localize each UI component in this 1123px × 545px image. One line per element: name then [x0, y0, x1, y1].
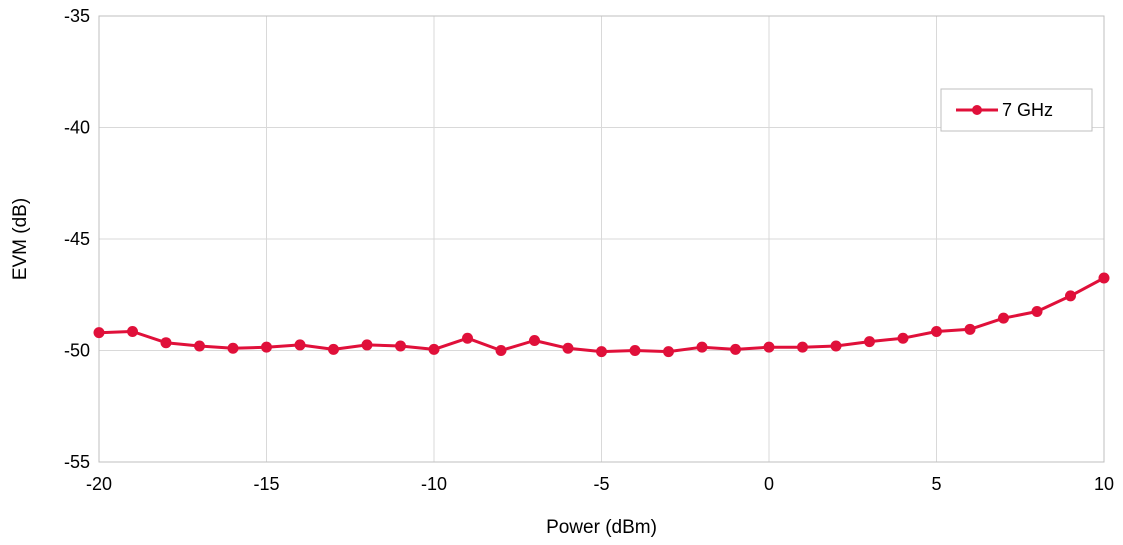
x-tick-label: 5 [931, 474, 941, 494]
data-point [964, 323, 976, 335]
data-point [328, 343, 339, 355]
x-tick-label: 0 [764, 474, 774, 494]
data-point [797, 341, 808, 353]
data-point [227, 342, 239, 354]
x-tick-label: -15 [253, 474, 279, 494]
data-point [562, 342, 574, 354]
y-axis-ticks: -35 -40 -45 -50 -55 [64, 6, 90, 472]
y-tick-label: -50 [64, 341, 90, 361]
series-layer [93, 272, 1110, 358]
data-point [998, 312, 1009, 324]
data-point [864, 336, 875, 348]
legend-marker-swatch [972, 105, 982, 115]
data-point [529, 334, 540, 346]
data-point [160, 337, 172, 349]
x-tick-label: -5 [593, 474, 609, 494]
data-point [629, 345, 641, 356]
data-point [931, 326, 942, 338]
data-point [1065, 290, 1076, 302]
data-point [194, 340, 205, 352]
data-point [830, 340, 842, 352]
data-point [763, 341, 775, 353]
y-tick-label: -40 [64, 118, 90, 138]
x-axis-title: Power (dBm) [546, 517, 657, 538]
data-point [428, 343, 440, 355]
data-point [462, 332, 473, 344]
legend-entry-label: 7 GHz [1002, 100, 1053, 120]
data-point [361, 339, 373, 351]
data-point [1098, 272, 1110, 284]
plot-area [98, 15, 1105, 463]
gridlines [98, 15, 1105, 463]
data-point [897, 332, 909, 344]
y-tick-label: -55 [64, 452, 90, 472]
data-point [1031, 305, 1043, 317]
data-point [596, 346, 607, 358]
data-point [93, 327, 105, 339]
data-point [663, 346, 674, 358]
x-tick-label: -10 [421, 474, 447, 494]
legend: 7 GHz [940, 88, 1093, 132]
data-point [495, 345, 507, 356]
x-tick-label: -20 [86, 474, 112, 494]
y-axis-title: EVM (dB) [10, 198, 31, 280]
data-point [696, 341, 708, 353]
data-point [395, 340, 406, 352]
y-tick-label: -45 [64, 229, 90, 249]
y-tick-label: -35 [64, 6, 90, 26]
data-point [127, 326, 138, 338]
data-point [261, 341, 272, 353]
x-axis-ticks: -20 -15 -10 -5 0 5 10 [86, 474, 1114, 494]
data-point [730, 343, 741, 355]
data-point [294, 339, 306, 351]
x-tick-label: 10 [1094, 474, 1114, 494]
